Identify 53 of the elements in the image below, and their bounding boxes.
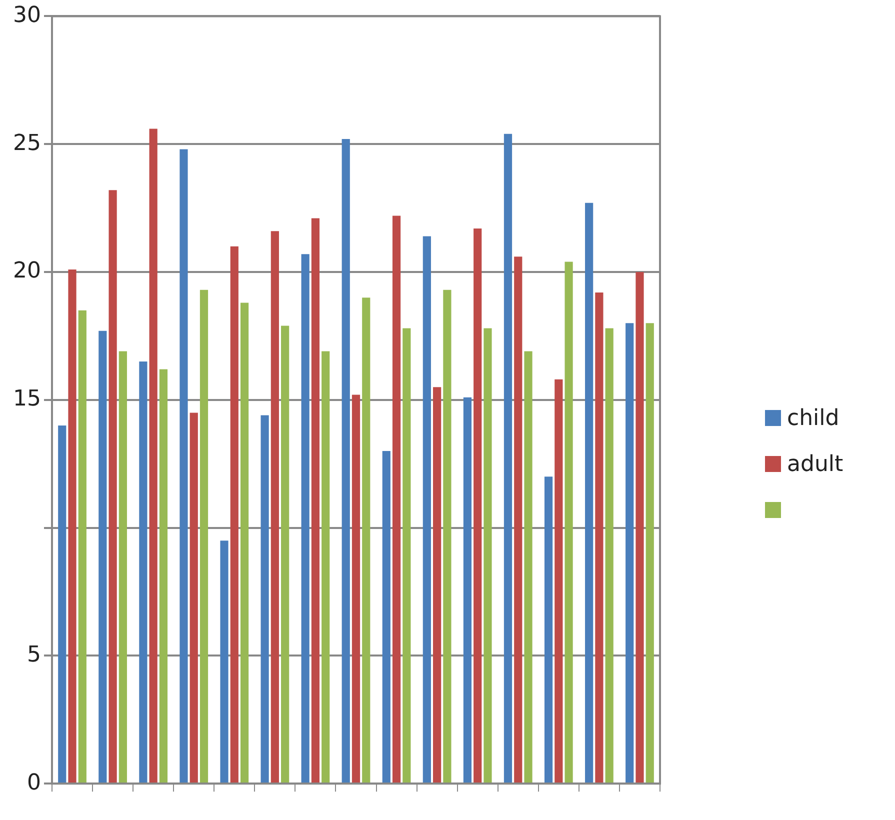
- y-tick-label: 20: [12, 258, 41, 284]
- bar: [585, 202, 594, 783]
- bar: [433, 387, 442, 783]
- bar: [564, 262, 573, 783]
- bar: [342, 138, 350, 783]
- bar: [139, 362, 148, 783]
- bar: [474, 228, 482, 783]
- bar: [524, 351, 532, 783]
- y-tick-label: 25: [12, 130, 41, 156]
- bar: [68, 269, 76, 783]
- bar: [58, 425, 66, 783]
- bar: [595, 292, 604, 783]
- bar: [463, 397, 472, 783]
- bar: [504, 134, 512, 783]
- bar: [311, 218, 320, 783]
- bar: [230, 246, 238, 783]
- bar: [118, 351, 127, 783]
- bar: [646, 323, 654, 783]
- bar: [443, 290, 452, 783]
- bar: [98, 330, 107, 783]
- bar: [422, 236, 431, 783]
- bar: [180, 149, 188, 783]
- bar: [626, 323, 634, 783]
- bar: [260, 415, 269, 783]
- bar: [362, 298, 370, 783]
- bar: [281, 326, 290, 783]
- bar: [484, 328, 492, 783]
- legend-label: adult: [787, 452, 844, 476]
- y-tick-label: 30: [12, 2, 41, 28]
- bar: [392, 216, 401, 783]
- bar: [108, 190, 117, 783]
- y-tick-label: 0: [26, 770, 41, 796]
- bar: [382, 451, 390, 783]
- bar: [322, 351, 330, 783]
- bar: [78, 310, 86, 783]
- y-tick-label: 15: [12, 386, 41, 412]
- bar: [240, 302, 249, 783]
- bar: [220, 540, 228, 783]
- bar: [544, 476, 553, 783]
- bar: [270, 231, 279, 783]
- bar: [149, 128, 158, 783]
- bar: [636, 272, 644, 783]
- bar: [514, 256, 522, 783]
- bar: [352, 394, 360, 783]
- bar: [190, 412, 198, 783]
- bar: [402, 328, 411, 783]
- bar: [200, 290, 208, 783]
- bar: [159, 369, 168, 783]
- y-tick-label: 5: [26, 642, 41, 668]
- bar: [301, 254, 310, 783]
- bar: [605, 328, 614, 783]
- legend-label: child: [787, 406, 840, 430]
- bar: [554, 379, 563, 783]
